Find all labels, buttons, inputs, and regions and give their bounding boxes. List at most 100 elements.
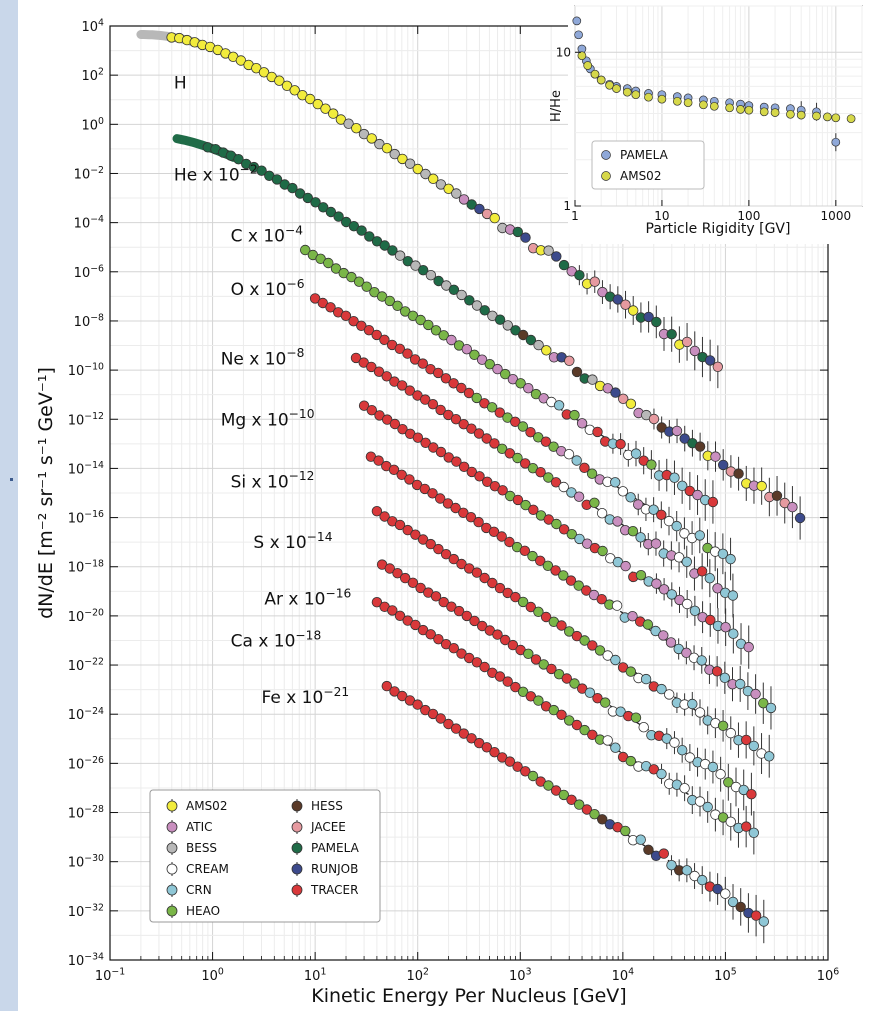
inset-data-points bbox=[572, 16, 856, 152]
data-point-ar bbox=[461, 610, 473, 622]
data-point-si bbox=[488, 526, 500, 538]
data-point-ca bbox=[533, 695, 544, 706]
legend-marker bbox=[291, 884, 303, 896]
data-point-fe bbox=[481, 742, 493, 753]
data-point-h bbox=[489, 212, 500, 224]
data-point-mg bbox=[705, 614, 716, 626]
data-point-s bbox=[510, 591, 521, 603]
data-point-si bbox=[473, 516, 484, 528]
data-point-h bbox=[574, 270, 585, 281]
data-point-s bbox=[664, 689, 675, 700]
data-point-fe bbox=[758, 916, 770, 927]
data-point-c bbox=[677, 480, 688, 492]
data-point-fe bbox=[397, 690, 408, 702]
data-point-ar bbox=[446, 601, 457, 612]
data-point-h bbox=[628, 305, 639, 316]
data-point-mg bbox=[658, 584, 670, 595]
inset-point-ams02 bbox=[725, 103, 734, 113]
data-point-c bbox=[392, 300, 403, 312]
legend-marker bbox=[291, 863, 303, 875]
data-point-fe bbox=[504, 756, 516, 767]
data-point-ar bbox=[392, 568, 403, 579]
y-tick-label: 10−12 bbox=[68, 411, 104, 428]
data-point-o bbox=[463, 387, 475, 399]
data-point-c bbox=[646, 459, 657, 470]
y-tick-label: 10−16 bbox=[68, 509, 104, 526]
element-label: He x 10−2 bbox=[174, 162, 258, 185]
data-point-o bbox=[340, 310, 352, 322]
y-tick-label: 10−34 bbox=[68, 952, 104, 969]
data-point-o bbox=[694, 530, 706, 541]
data-point-c bbox=[461, 344, 473, 355]
data-point-ca bbox=[602, 735, 613, 746]
data-point-ca bbox=[510, 681, 521, 693]
data-point-he bbox=[348, 220, 360, 232]
inset-point-ams02 bbox=[759, 107, 769, 117]
data-point-ca bbox=[748, 827, 760, 839]
data-point-s bbox=[448, 553, 460, 565]
inset-point-ams02 bbox=[583, 61, 593, 70]
data-point-o bbox=[586, 468, 598, 479]
data-point-c bbox=[300, 244, 311, 256]
inset-point-ams02 bbox=[605, 80, 614, 90]
data-point-ar bbox=[677, 745, 688, 756]
data-point-ne bbox=[612, 516, 623, 527]
data-point-mg bbox=[474, 471, 485, 482]
data-point-he bbox=[679, 433, 690, 444]
data-point-h bbox=[412, 163, 424, 175]
data-point-ar bbox=[584, 687, 596, 698]
data-point-s bbox=[417, 534, 429, 545]
legend-label: AMS02 bbox=[186, 799, 227, 813]
inset-axes: 1 10 100 1000 1 10 bbox=[556, 45, 851, 223]
data-point-mg bbox=[635, 570, 647, 581]
data-point-ca bbox=[579, 724, 590, 736]
y-tick-label: 104 bbox=[82, 18, 105, 35]
data-point-c bbox=[592, 426, 603, 438]
data-point-mg bbox=[620, 560, 631, 572]
data-point-h bbox=[435, 179, 447, 190]
data-point-c bbox=[553, 400, 565, 411]
data-point-ca bbox=[571, 719, 583, 731]
inset-legend-marker bbox=[601, 150, 611, 160]
data-point-ne bbox=[481, 433, 492, 444]
data-point-si bbox=[581, 585, 592, 596]
inset-point-ams02 bbox=[744, 105, 754, 115]
data-point-o bbox=[440, 373, 452, 384]
data-point-s bbox=[656, 683, 667, 695]
data-point-ne bbox=[696, 566, 708, 577]
data-point-ar bbox=[569, 678, 580, 689]
data-point-si bbox=[535, 555, 546, 567]
data-point-si bbox=[696, 655, 707, 666]
data-point-ne bbox=[381, 371, 392, 382]
data-point-he bbox=[433, 275, 444, 287]
data-point-mg bbox=[458, 461, 470, 473]
legend-label: ATIC bbox=[186, 820, 213, 834]
inset-point-ams02 bbox=[699, 100, 708, 110]
data-point-ne bbox=[350, 352, 362, 364]
data-point-h bbox=[520, 232, 531, 243]
data-point-he bbox=[471, 300, 483, 311]
legend-label: CREAM bbox=[186, 862, 229, 876]
inset-legend-box bbox=[591, 140, 705, 190]
legend-marker bbox=[166, 863, 178, 875]
data-point-o bbox=[717, 548, 729, 560]
data-point-h bbox=[304, 93, 316, 105]
data-point-o bbox=[471, 392, 482, 404]
data-point-o bbox=[394, 343, 406, 355]
inset-plot: 1 10 100 1000 1 10 PAMELA AMS02 Particle Rigid… bbox=[549, 0, 876, 244]
data-point-o bbox=[371, 329, 382, 341]
element-label: Ca x 10−18 bbox=[231, 628, 322, 651]
main-legend: AMS02 ATIC BESS CREAM CRN HEAO HESS JACEE PAMELA… bbox=[149, 789, 381, 923]
data-point-ne bbox=[504, 448, 516, 459]
data-point-mg bbox=[412, 432, 424, 443]
inset-point-ams02 bbox=[770, 108, 780, 117]
data-point-he bbox=[771, 490, 783, 502]
data-point-o bbox=[671, 520, 682, 532]
data-point-c bbox=[323, 257, 334, 269]
data-point-fe bbox=[589, 809, 600, 820]
y-tick-label: 10−10 bbox=[68, 362, 104, 379]
data-point-mg bbox=[682, 598, 693, 610]
data-point-mg bbox=[482, 476, 493, 488]
main-data-points bbox=[136, 30, 806, 944]
data-point-ar bbox=[723, 777, 734, 788]
